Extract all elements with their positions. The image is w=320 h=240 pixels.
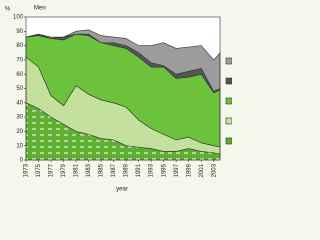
y-tick-label: 60	[16, 72, 23, 78]
area-pattern	[26, 102, 220, 160]
x-tick-label: 1995	[161, 163, 167, 177]
x-tick-label: 1979	[61, 163, 67, 177]
x-tick-label: 1977	[49, 163, 55, 177]
x-tick-label: 1993	[149, 163, 155, 177]
plot-frame	[25, 16, 221, 161]
legend-swatch	[225, 117, 232, 125]
x-tick-label: 1973	[24, 163, 30, 177]
chart-title: Men	[34, 6, 46, 12]
x-tick-label: 1997	[174, 163, 180, 177]
x-tick-label: 1999	[186, 163, 192, 177]
y-tick-label: 70	[16, 57, 23, 63]
y-tick-label: 0	[20, 158, 24, 164]
x-tick-label: 2003	[211, 163, 217, 177]
y-tick-label: 10	[16, 143, 23, 149]
x-tick-label: 1991	[136, 163, 142, 177]
y-tick-label: 50	[16, 86, 23, 92]
y-tick-label: 40	[16, 100, 23, 106]
y-tick-label: 80	[16, 43, 23, 49]
legend-swatch	[225, 137, 232, 145]
legend-swatch	[225, 57, 232, 65]
x-tick-label: 1985	[99, 163, 105, 177]
x-tick-label: 1983	[86, 163, 92, 177]
chart: % Men year 0 10 20 30 40 50 60 70 80 90 100 1973 197…	[5, 6, 232, 193]
y-tick-label: 30	[16, 115, 23, 121]
legend-swatch	[225, 97, 232, 105]
y-axis-label: %	[5, 7, 11, 13]
y-tick-label: 100	[13, 15, 24, 21]
x-tick-label: 1981	[74, 163, 80, 177]
x-tick-label: 1989	[124, 163, 130, 177]
x-tick-label: 1975	[36, 163, 42, 177]
legend-swatch	[225, 77, 232, 85]
x-axis-label: year	[116, 187, 128, 193]
x-tick-label: 1987	[111, 163, 117, 177]
y-tick-label: 20	[16, 129, 23, 135]
y-tick-label: 90	[16, 29, 23, 35]
x-tick-label: 2001	[199, 163, 205, 177]
